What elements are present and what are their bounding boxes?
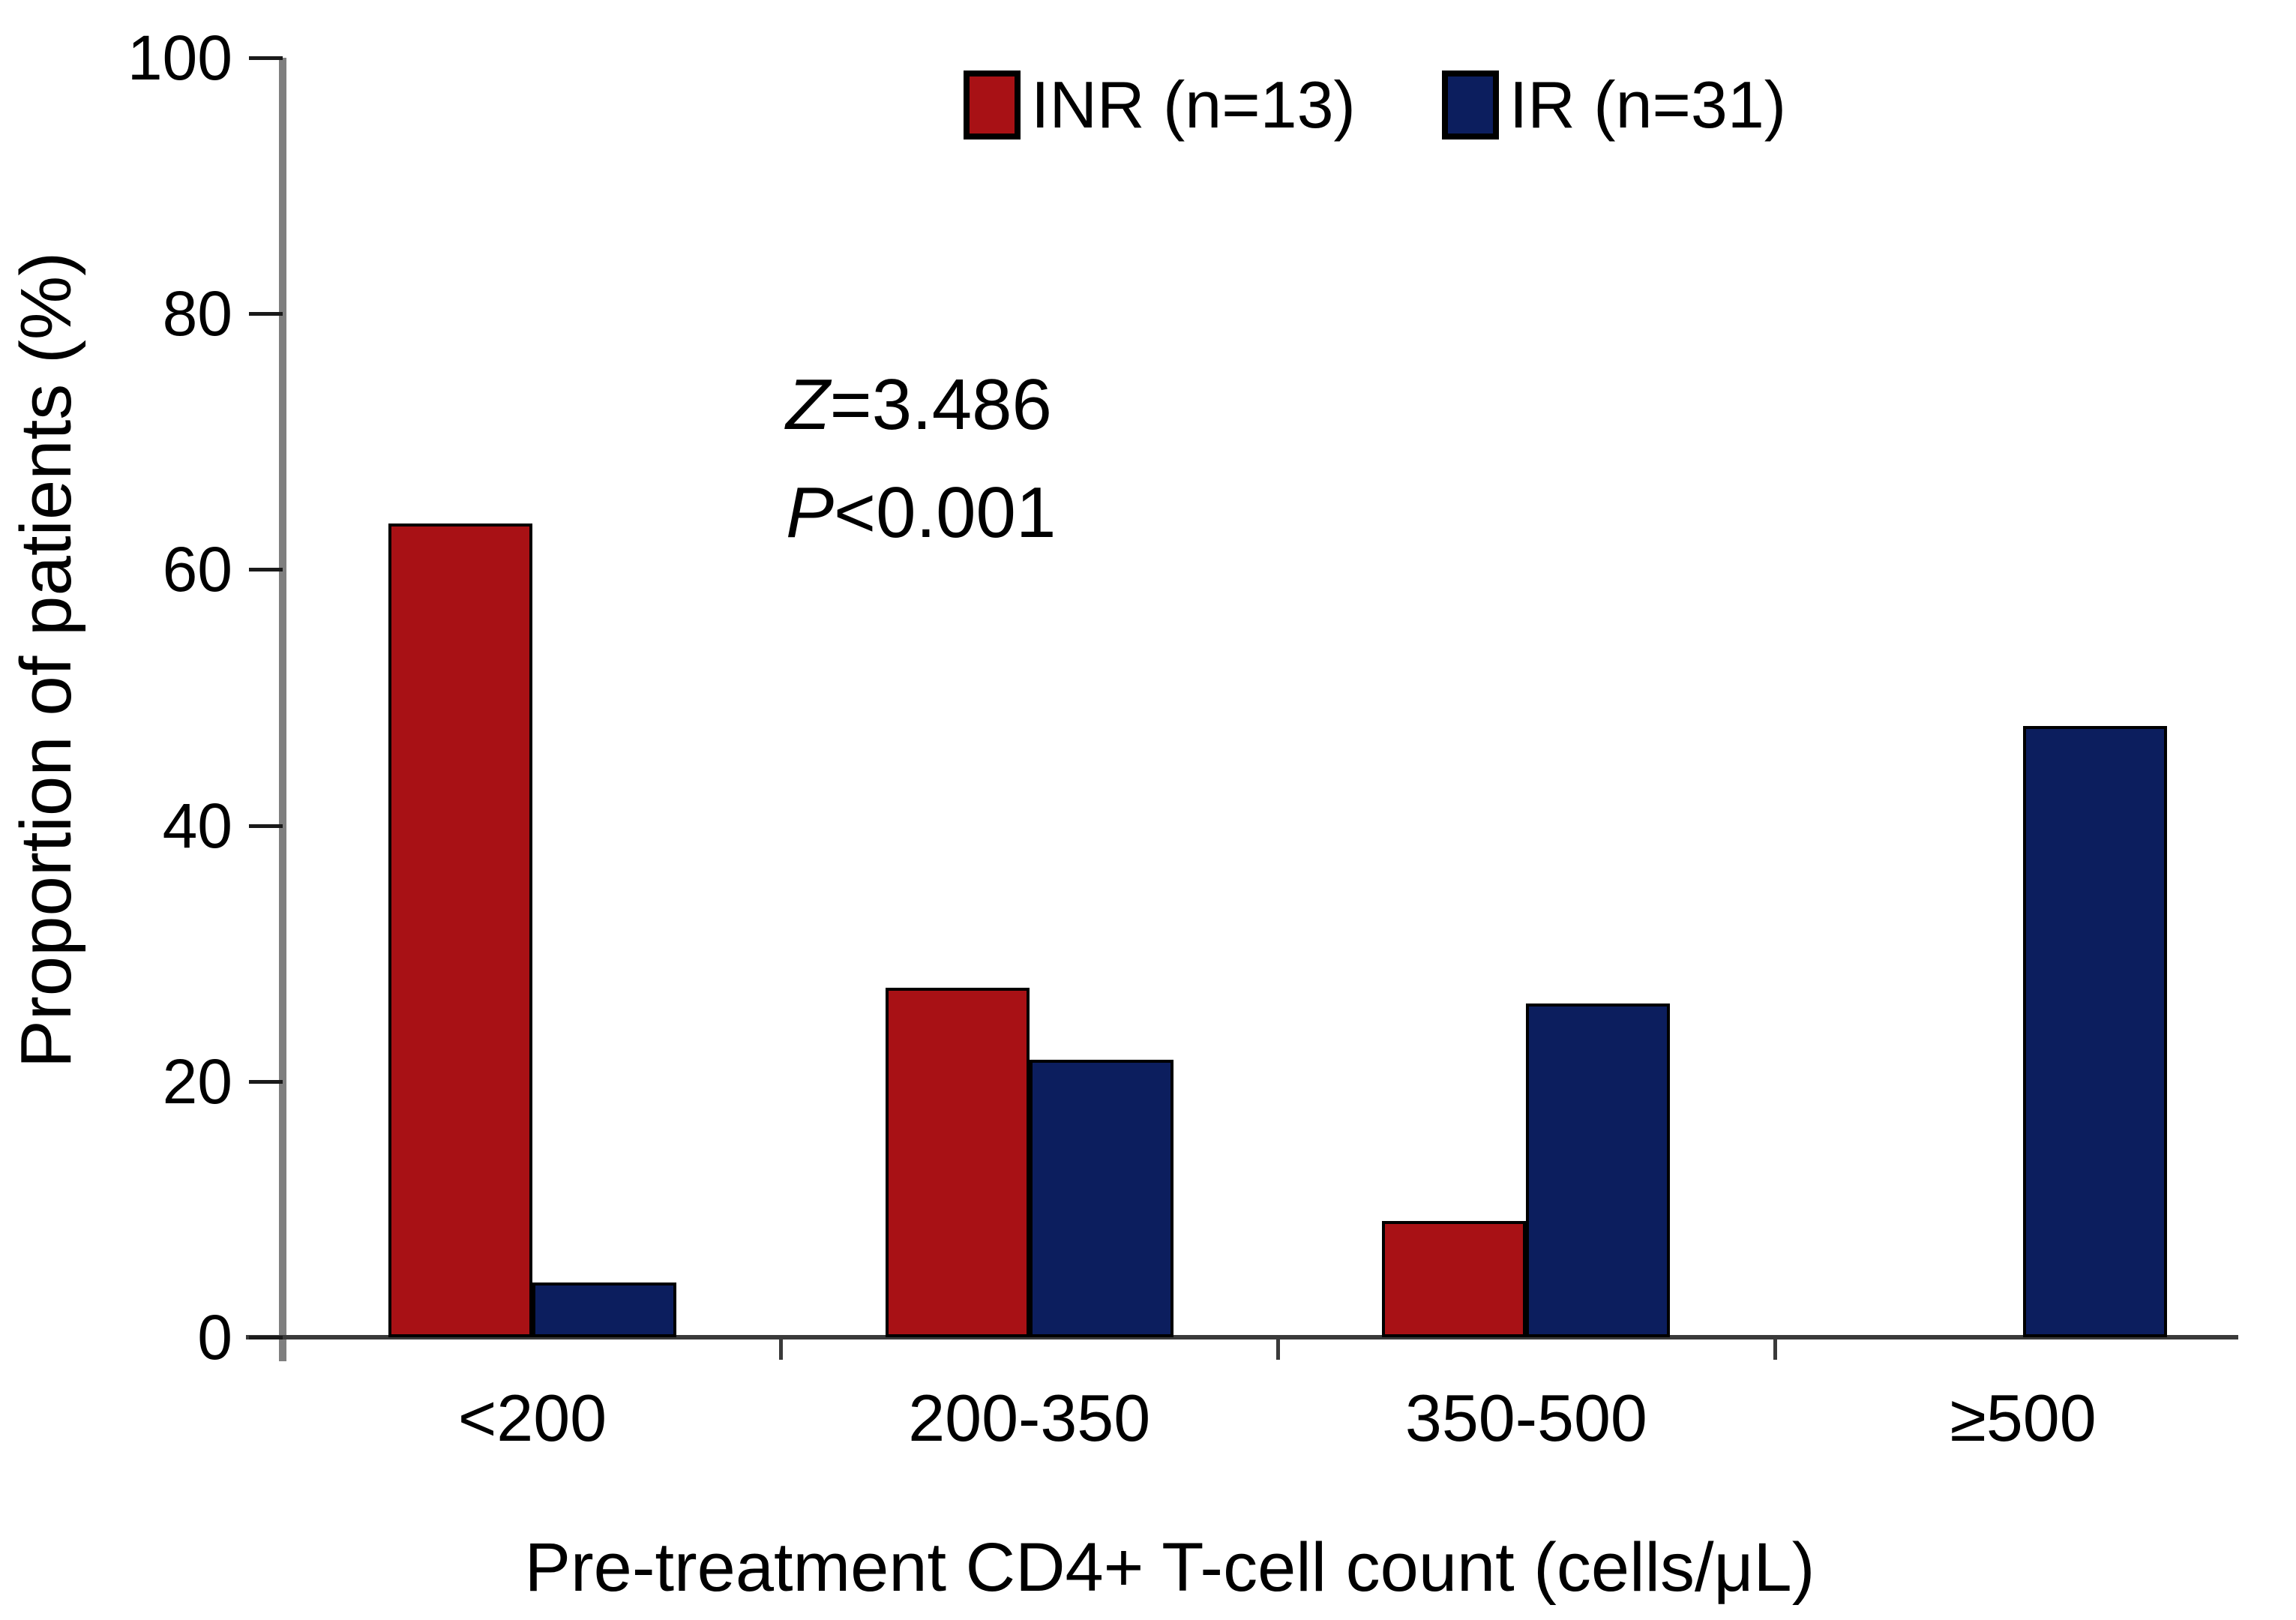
legend-item-inr: INR (n=13) bbox=[964, 69, 1356, 141]
legend-swatch-ir bbox=[1441, 70, 1499, 140]
y-tick-mark bbox=[249, 56, 283, 60]
y-axis-title: Proportion of patients (%) bbox=[6, 251, 86, 1069]
y-tick-mark bbox=[249, 568, 283, 572]
x-category-label: <200 bbox=[457, 1381, 607, 1455]
legend-swatch-inr bbox=[964, 70, 1021, 140]
y-tick-label: 40 bbox=[162, 790, 232, 861]
stat-symbol: Z bbox=[786, 364, 830, 445]
bar-inr-2 bbox=[885, 988, 1030, 1337]
bar-ir-1 bbox=[532, 1282, 676, 1337]
y-axis-line bbox=[279, 58, 286, 1361]
x-tick-mark bbox=[1773, 1337, 1777, 1360]
y-tick-label: 0 bbox=[197, 1302, 232, 1372]
x-tick-mark bbox=[779, 1337, 784, 1360]
y-tick-mark bbox=[249, 312, 283, 316]
legend-item-ir: IR (n=31) bbox=[1441, 68, 1787, 142]
y-tick-label: 100 bbox=[127, 22, 232, 93]
y-tick-label: 80 bbox=[162, 278, 232, 350]
bar-ir-2 bbox=[1029, 1059, 1173, 1337]
bar-inr-3 bbox=[1382, 1220, 1527, 1337]
x-category-label: 350-500 bbox=[1404, 1381, 1647, 1455]
stat-annotation-line: Z=3.486 bbox=[786, 364, 1052, 445]
y-tick-label: 60 bbox=[162, 534, 232, 605]
legend-label: IR (n=31) bbox=[1509, 68, 1787, 142]
bar-inr-1 bbox=[388, 523, 532, 1337]
y-tick-label: 20 bbox=[162, 1046, 232, 1117]
y-tick-mark bbox=[249, 1079, 283, 1084]
bar-ir-4 bbox=[2023, 725, 2168, 1337]
stat-annotation-line: P<0.001 bbox=[786, 472, 1057, 553]
legend: INR (n=13) IR (n=31) bbox=[964, 69, 1786, 141]
x-axis-title: Pre-treatment CD4+ T-cell count (cells/μ… bbox=[524, 1529, 1815, 1606]
stat-annotation: Z=3.486 P<0.001 bbox=[786, 351, 1056, 567]
x-axis-line bbox=[246, 1335, 2238, 1340]
y-tick-mark bbox=[249, 824, 283, 828]
y-tick-mark bbox=[249, 1336, 283, 1340]
bar-ir-3 bbox=[1526, 1003, 1671, 1337]
stat-symbol: P bbox=[786, 472, 835, 553]
x-tick-mark bbox=[1276, 1337, 1281, 1360]
legend-label: INR (n=13) bbox=[1031, 68, 1356, 142]
x-category-label: 200-350 bbox=[908, 1381, 1151, 1455]
x-category-label: ≥500 bbox=[1950, 1381, 2097, 1455]
